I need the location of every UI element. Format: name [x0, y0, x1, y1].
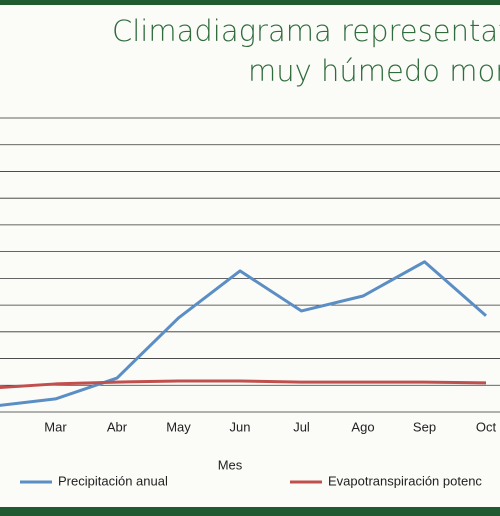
legend-label: Evapotranspiración potenc — [328, 473, 482, 488]
frame-bottom — [0, 507, 500, 516]
frame-top — [0, 0, 500, 5]
x-tick-label: Oct — [476, 419, 497, 434]
x-tick-label: Jul — [293, 419, 310, 434]
x-tick-label: May — [166, 419, 191, 434]
chart-title: Climadiagrama representativo — [112, 14, 500, 48]
x-tick-label: Mar — [44, 419, 67, 434]
x-tick-label: Ago — [351, 419, 374, 434]
series-line — [0, 379, 487, 390]
x-axis-label: Mes — [218, 457, 243, 472]
x-tick-label: Abr — [107, 419, 128, 434]
x-tick-label: Jun — [230, 419, 251, 434]
series-line — [0, 260, 487, 407]
x-tick-label: Sep — [413, 419, 436, 434]
chart-title: muy húmedo monta — [248, 54, 500, 88]
legend-label: Precipitación anual — [58, 473, 168, 488]
